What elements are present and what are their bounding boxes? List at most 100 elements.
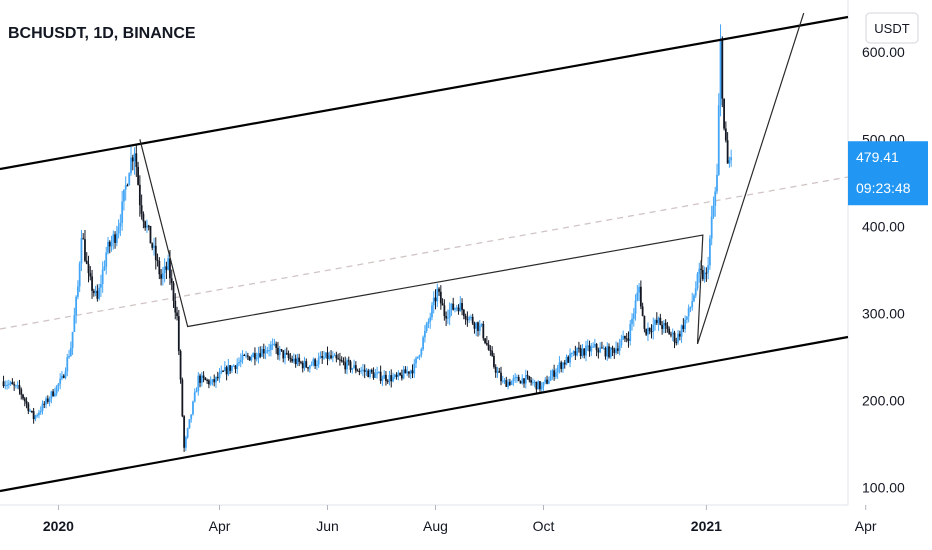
candle-body bbox=[156, 260, 159, 262]
candle-body bbox=[128, 173, 131, 186]
candle-body bbox=[85, 260, 88, 264]
candle-body bbox=[317, 357, 320, 365]
candle-body bbox=[393, 374, 396, 378]
candle-body bbox=[716, 174, 718, 192]
candle-body bbox=[46, 398, 49, 402]
candle-body bbox=[301, 362, 304, 369]
candle-body bbox=[4, 385, 7, 387]
time-tick-label: 2020 bbox=[43, 518, 74, 534]
candle-body bbox=[452, 303, 455, 310]
candle-body bbox=[41, 403, 44, 412]
candle-body bbox=[661, 324, 664, 329]
candle-body bbox=[514, 377, 517, 379]
candle-body bbox=[524, 375, 527, 384]
candle-body bbox=[638, 286, 640, 293]
candle-body bbox=[576, 347, 579, 356]
candle-body bbox=[586, 345, 589, 347]
candle-body bbox=[572, 351, 575, 353]
candle-body bbox=[333, 355, 336, 357]
candle-body bbox=[436, 288, 439, 302]
candle-body bbox=[526, 375, 529, 377]
candle-body bbox=[723, 98, 725, 129]
candle-body bbox=[508, 381, 511, 385]
candle-body bbox=[246, 355, 249, 357]
candle-body bbox=[549, 375, 552, 381]
candle-body bbox=[354, 365, 357, 371]
candle-body bbox=[501, 380, 504, 382]
candle-body bbox=[485, 343, 488, 345]
candle-body bbox=[647, 327, 649, 335]
candle-body bbox=[342, 361, 345, 363]
candle-body bbox=[627, 338, 630, 341]
candle-body bbox=[225, 367, 228, 375]
candle-body bbox=[616, 348, 619, 351]
candle-body bbox=[193, 392, 196, 402]
candle-body bbox=[238, 362, 240, 364]
candle-body bbox=[609, 347, 612, 358]
candle-body bbox=[261, 349, 263, 357]
candle-body bbox=[337, 358, 340, 360]
candle-body bbox=[39, 411, 42, 413]
candle-body bbox=[69, 347, 72, 356]
candle-body bbox=[68, 355, 70, 358]
candle-body bbox=[691, 301, 694, 307]
candle-body bbox=[360, 370, 363, 372]
candle-body bbox=[199, 375, 201, 383]
candle-body bbox=[20, 389, 23, 395]
time-axis[interactable]: 2020 Apr Jun Aug Oct 2021 Apr bbox=[43, 505, 877, 534]
candle-body bbox=[388, 375, 391, 382]
time-tick-label: Apr bbox=[855, 518, 877, 534]
candle-body bbox=[184, 437, 187, 448]
candle-body bbox=[666, 325, 669, 329]
candle-body bbox=[641, 306, 644, 317]
currency-button[interactable]: USDT bbox=[865, 12, 919, 44]
candle-body bbox=[670, 334, 672, 336]
candle-body bbox=[530, 380, 533, 383]
candle-body bbox=[144, 221, 147, 228]
candle-body bbox=[595, 344, 598, 351]
candle-body bbox=[521, 378, 524, 384]
candle-body bbox=[273, 343, 276, 345]
candle-body bbox=[450, 303, 453, 310]
candle-body bbox=[585, 345, 587, 356]
candle-body bbox=[303, 361, 306, 369]
candle-body bbox=[363, 369, 366, 372]
candle-body bbox=[344, 362, 347, 370]
candle-body bbox=[252, 353, 255, 358]
candle-body bbox=[62, 375, 65, 378]
candle-body bbox=[717, 105, 720, 175]
candle-body bbox=[78, 263, 81, 287]
candle-body bbox=[728, 160, 731, 164]
candle-body bbox=[2, 381, 5, 387]
candle-body bbox=[496, 371, 499, 373]
candle-body bbox=[454, 308, 456, 310]
candle-body bbox=[349, 361, 352, 370]
candle-body bbox=[103, 266, 106, 270]
candle-body bbox=[177, 316, 180, 352]
candle-body bbox=[158, 261, 161, 275]
candle-body bbox=[257, 353, 260, 358]
candle-body bbox=[222, 370, 224, 372]
candle-body bbox=[188, 419, 191, 429]
candle-body bbox=[512, 378, 515, 382]
candle-body bbox=[45, 398, 47, 405]
candle-body bbox=[703, 272, 706, 280]
candle-body bbox=[202, 375, 205, 378]
candle-body bbox=[117, 226, 120, 234]
candle-body bbox=[556, 367, 559, 373]
candle-body bbox=[721, 38, 724, 99]
candle-body bbox=[218, 373, 221, 379]
candle-body bbox=[34, 415, 37, 420]
candle-body bbox=[650, 331, 653, 333]
candle-body bbox=[593, 344, 596, 347]
candle-body bbox=[620, 339, 623, 346]
candle-body bbox=[503, 380, 506, 382]
candle-body bbox=[353, 365, 355, 369]
candle-body bbox=[369, 369, 371, 378]
channel-mid-line bbox=[0, 176, 849, 330]
candle-body bbox=[340, 360, 343, 362]
candle-body bbox=[264, 351, 267, 354]
candle-body bbox=[418, 354, 421, 357]
candle-body bbox=[445, 316, 448, 319]
